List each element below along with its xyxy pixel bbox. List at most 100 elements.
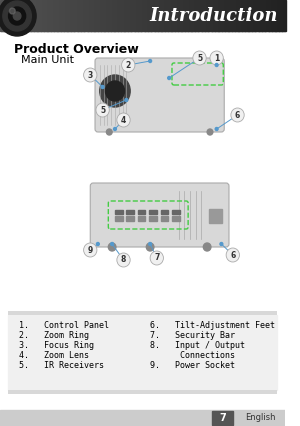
Bar [180,0,182,31]
Bar [225,0,228,31]
Bar [141,0,143,31]
Bar [231,0,233,31]
Text: 8.   Input / Output: 8. Input / Output [150,341,245,350]
Bar [123,0,125,31]
Bar [209,0,212,31]
Bar [13,0,15,31]
Bar [110,0,112,31]
Bar [32,0,34,31]
Circle shape [215,127,218,130]
Bar [8,315,278,390]
Bar [66,0,68,31]
Bar [168,0,171,31]
Bar [215,0,218,31]
Circle shape [210,51,223,65]
Bar [212,0,215,31]
Bar [247,0,249,31]
Text: 7: 7 [154,253,160,262]
Bar [118,0,121,31]
Bar [224,0,226,31]
Bar [126,216,134,221]
Bar [107,0,109,31]
Bar [36,0,38,31]
Text: Introduction: Introduction [149,6,278,25]
Bar [181,0,183,31]
Bar [187,0,189,31]
Circle shape [13,12,21,20]
Bar [124,0,126,31]
Bar [9,0,11,31]
Bar [152,0,155,31]
Bar [19,0,21,31]
Bar [217,0,219,31]
Bar [3,0,5,31]
Bar [112,0,115,31]
Text: 5.   IR Receivers: 5. IR Receivers [19,361,104,370]
FancyBboxPatch shape [95,58,224,132]
Text: 7.   Security Bar: 7. Security Bar [150,331,235,340]
Bar [266,0,269,31]
Bar [140,0,142,31]
Bar [134,0,136,31]
Circle shape [101,86,104,89]
Bar [239,0,242,31]
Text: Product Overview: Product Overview [14,43,139,56]
Bar [281,0,283,31]
Bar [24,0,27,31]
Circle shape [149,242,152,245]
Bar [106,0,108,31]
Bar [87,0,89,31]
Text: 8: 8 [121,256,126,265]
Bar [274,0,276,31]
Bar [194,0,196,31]
Bar [252,0,255,31]
Bar [44,0,46,31]
Text: 3.   Focus Ring: 3. Focus Ring [19,341,94,350]
Bar [20,0,22,31]
Bar [4,0,7,31]
Bar [26,0,28,31]
Bar [269,0,272,31]
Circle shape [108,243,116,251]
Bar [91,0,94,31]
Bar [135,0,138,31]
Bar [198,0,200,31]
Bar [155,0,158,31]
Bar [264,0,266,31]
Bar [130,0,132,31]
Circle shape [122,58,135,72]
Bar [120,0,122,31]
Bar [167,0,169,31]
Bar [138,210,146,214]
Bar [261,0,263,31]
Circle shape [10,8,15,14]
Bar [171,0,173,31]
Bar [98,0,101,31]
Bar [37,0,39,31]
Circle shape [215,63,218,66]
Circle shape [125,98,128,101]
Text: 6: 6 [235,110,240,120]
Text: 9.   Power Socket: 9. Power Socket [150,361,235,370]
Bar [16,0,18,31]
Bar [242,0,245,31]
Bar [218,0,220,31]
Bar [111,0,113,31]
Bar [146,0,148,31]
Bar [177,0,179,31]
Bar [60,0,62,31]
Bar [101,0,104,31]
Bar [212,411,233,425]
Text: 6: 6 [230,250,236,259]
Bar [43,0,45,31]
Bar [142,0,145,31]
Bar [184,0,186,31]
Bar [125,0,128,31]
Bar [284,0,286,31]
Bar [234,0,236,31]
Circle shape [3,1,32,31]
Bar [160,0,162,31]
Bar [220,0,222,31]
Bar [6,0,8,31]
Bar [204,0,206,31]
